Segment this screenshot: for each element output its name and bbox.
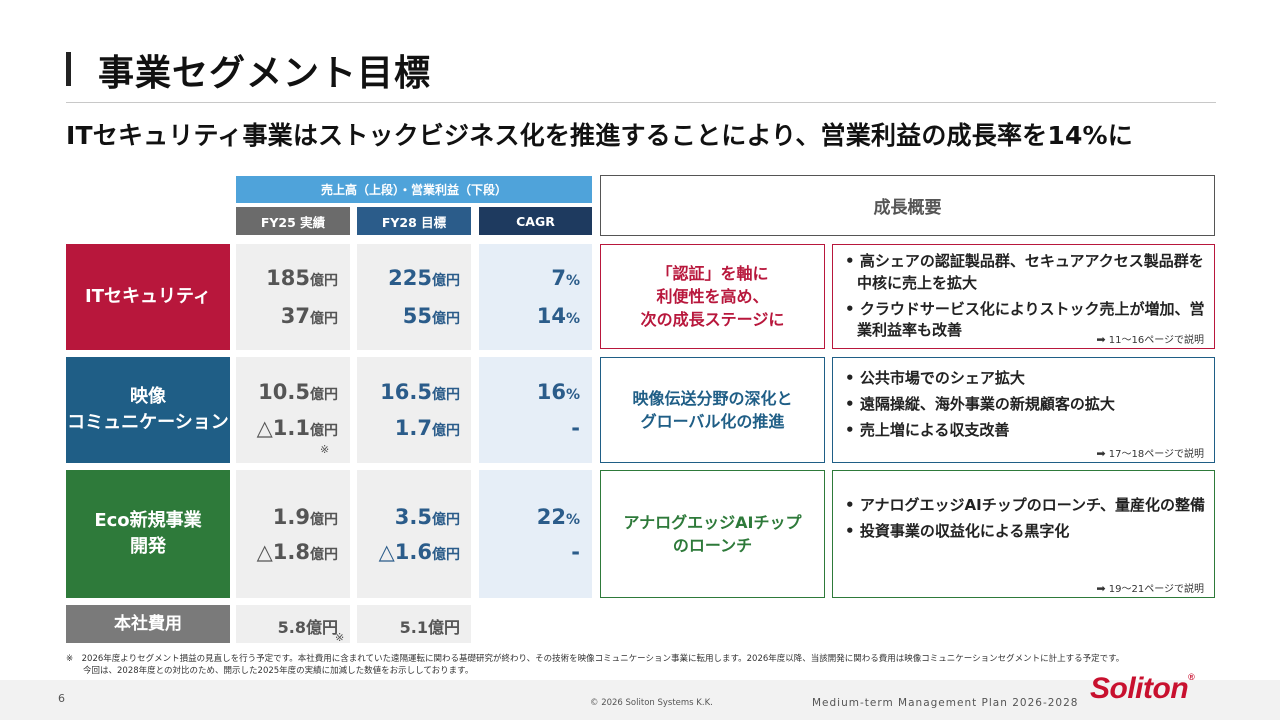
bullet-item: 高シェアの認証製品群、セキュアアクセス製品群を中核に売上を拡大 [845,251,1206,295]
fy28-profit-eco: △1.6億円 [378,540,460,564]
fy25-sales-video: 10.5億円 [258,380,338,404]
bullet-list: アナログエッジAIチップのローンチ、量産化の整備 投資事業の収益化による黒字化 [845,495,1206,547]
segment-label-eco: Eco新規事業 開発 [66,470,230,598]
header-cagr: CAGR [479,207,592,235]
segment-label-it-security: ITセキュリティ [66,244,230,350]
cell-cagr-video [479,357,592,463]
title-accent-bar [66,52,71,86]
fy25-profit-eco: △1.8億円 [256,540,338,564]
cell-fy25-eco [236,470,350,598]
bullet-item: アナログエッジAIチップのローンチ、量産化の整備 [845,495,1206,517]
focus-box-it: 「認証」を軸に 利便性を高め、 次の成長ステージに [600,244,825,349]
cell-fy28-video [357,357,471,463]
page-reference: ➡ 17～18ページで説明 [1096,447,1204,460]
detail-box-video: 公共市場でのシェア拡大 遠隔操縦、海外事業の新規顧客の拡大 売上増による収支改善… [832,357,1215,463]
focus-line: グローバル化の推進 [640,412,785,431]
segment-label-video: 映像 コミュニケーション [66,357,230,463]
fy28-profit-it: 55億円 [402,304,460,328]
focus-line: のローンチ [672,536,753,555]
cagr-sales-video: 16% [536,380,580,404]
cagr-profit-video: - [571,416,580,440]
fy25-hq-cost: 5.8億円 [277,618,338,637]
fy25-sales-eco: 1.9億円 [272,505,338,529]
detail-box-eco: アナログエッジAIチップのローンチ、量産化の整備 投資事業の収益化による黒字化 … [832,470,1215,598]
fy28-profit-video: 1.7億円 [394,416,460,440]
bullet-item: 投資事業の収益化による黒字化 [845,521,1206,543]
footnote-line: ※ 2026年度よりセグメント損益の見直しを行う予定です。本社費用に含まれていた… [66,654,1125,664]
right-arrow-icon: ➡ [1096,447,1106,460]
focus-box-eco: アナログエッジAIチップ のローンチ [600,470,825,598]
segment-label-line1: ITセキュリティ [85,285,211,307]
bullet-list: 公共市場でのシェア拡大 遠隔操縦、海外事業の新規顧客の拡大 売上増による収支改善 [845,368,1206,445]
focus-box-video: 映像伝送分野の深化と グローバル化の推進 [600,357,825,463]
fy28-sales-it: 225億円 [388,266,460,290]
segment-label-line2: 開発 [130,536,166,557]
cagr-sales-eco: 22% [536,505,580,529]
right-arrow-icon: ➡ [1096,333,1106,346]
page-subtitle: ITセキュリティ事業はストックビジネス化を推進することにより、営業利益の成長率を… [66,121,1133,150]
fy25-profit-video: △1.1億円 [256,416,338,440]
segment-label-hq: 本社費用 [66,605,230,643]
bullet-item: クラウドサービス化によりストック売上が増加、営業利益率も改善 [845,299,1206,343]
fy28-sales-eco: 3.5億円 [394,505,460,529]
fy25-sales-it: 185億円 [266,266,338,290]
bullet-list: 高シェアの認証製品群、セキュアアクセス製品群を中核に売上を拡大 クラウドサービス… [845,251,1206,346]
segment-label-line1: Eco新規事業 [94,509,202,531]
footnote-mark: ※ [335,631,345,644]
focus-line: 映像伝送分野の深化と [632,388,793,408]
title-divider [66,102,1216,103]
bullet-item: 公共市場でのシェア拡大 [845,368,1206,390]
focus-line: アナログエッジAIチップ [623,512,802,532]
cell-fy28-hq [357,605,471,643]
focus-line: 次の成長ステージに [640,310,785,330]
page-title: 事業セグメント目標 [98,53,432,94]
cell-cagr-eco [479,470,592,598]
cell-fy28-it [357,244,471,350]
segment-label-line2: コミュニケーション [67,412,229,433]
focus-line: 「認証」を軸に [656,263,769,283]
footnote: ※ 2026年度よりセグメント損益の見直しを行う予定です。本社費用に含まれていた… [66,654,1124,678]
cell-fy25-hq [236,605,350,643]
fy25-profit-it: 37億円 [280,304,338,328]
footnote-mark: ※ [320,443,330,456]
header-fy28: FY28 目標 [357,207,471,235]
cell-fy25-video [236,357,350,463]
segment-label-line1: 映像 [129,385,166,407]
plan-name: Medium-term Management Plan 2026-2028 [812,697,1079,709]
cell-cagr-it [479,244,592,350]
page-reference: ➡ 19～21ページで説明 [1096,582,1204,595]
soliton-logo: Soliton® [1090,672,1195,705]
footer-band [0,680,1280,720]
page-reference: ➡ 11～16ページで説明 [1096,333,1204,346]
page-number: 6 [58,692,65,705]
footnote-line: 今回は、2028年度との対比のため、開示した2025年度の実績に加減した数値をお… [66,665,474,676]
cagr-profit-it: 14% [536,304,580,328]
cagr-profit-eco: - [571,540,580,564]
bullet-item: 売上増による収支改善 [845,420,1206,442]
header-sales-profit: 売上高（上段）・営業利益（下段） [236,176,592,203]
cagr-sales-it: 7% [551,266,580,290]
bullet-item: 遠隔操縦、海外事業の新規顧客の拡大 [845,394,1206,416]
detail-box-it: 高シェアの認証製品群、セキュアアクセス製品群を中核に売上を拡大 クラウドサービス… [832,244,1215,349]
fy28-hq-cost: 5.1億円 [399,618,460,637]
cell-fy25-it [236,244,350,350]
header-growth-summary: 成長概要 [600,175,1215,236]
copyright: © 2026 Soliton Systems K.K. [590,698,713,708]
focus-line: 利便性を高め、 [656,286,769,306]
cell-fy28-eco [357,470,471,598]
right-arrow-icon: ➡ [1096,582,1106,595]
fy28-sales-video: 16.5億円 [380,380,460,404]
header-fy25: FY25 実績 [236,207,350,235]
